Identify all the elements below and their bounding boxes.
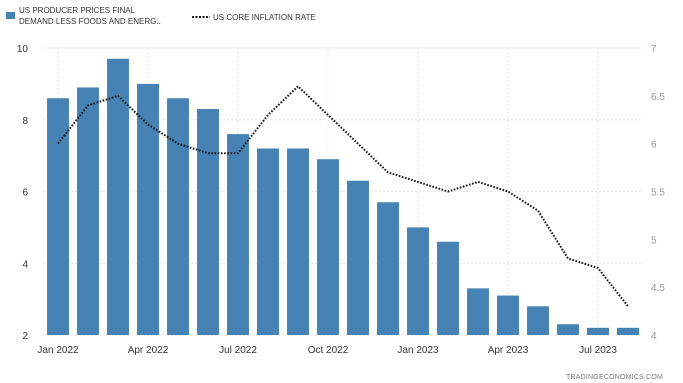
y-left-tick-label: 8 xyxy=(22,116,28,127)
y-left-tick-label: 2 xyxy=(22,331,28,342)
bar xyxy=(287,148,309,335)
x-axis: Jan 2022 Apr 2022 Jul 2022 Oct 2022 Jan 2023… xyxy=(37,345,617,356)
legend-line-label: US CORE INFLATION RATE xyxy=(213,13,316,22)
bar xyxy=(197,108,219,336)
y-right-tick-label: 5 xyxy=(651,235,657,246)
bar xyxy=(587,327,609,335)
y-left-axis: 2 4 6 8 10 xyxy=(17,44,29,342)
bar xyxy=(497,295,519,335)
bar-series xyxy=(47,58,639,336)
y-left-tick-label: 10 xyxy=(17,44,29,55)
y-right-tick-label: 6 xyxy=(651,140,657,151)
y-left-tick-label: 6 xyxy=(22,188,28,199)
legend-bar-label-line1: US PRODUCER PRICES FINAL xyxy=(19,6,136,15)
bar xyxy=(167,98,189,335)
bar xyxy=(257,148,279,335)
y-right-axis: 4 4.5 5 5.5 6 6.5 7 xyxy=(651,44,665,342)
y-right-tick-label: 4.5 xyxy=(651,283,665,294)
bar xyxy=(317,159,339,335)
x-tick-label: Jan 2022 xyxy=(37,345,79,356)
y-right-tick-label: 4 xyxy=(651,331,657,342)
grid xyxy=(43,47,643,336)
x-tick-label: Jul 2022 xyxy=(219,345,257,356)
source-label: TRADINGECONOMICS.COM xyxy=(566,374,663,381)
bar xyxy=(377,202,399,335)
legend: US PRODUCER PRICES FINAL DEMAND LESS FOO… xyxy=(6,6,316,26)
y-left-tick-label: 4 xyxy=(22,259,28,270)
bar xyxy=(77,87,99,336)
bar xyxy=(617,327,639,335)
bar xyxy=(557,324,579,335)
bar xyxy=(227,134,249,335)
legend-bar-label-line2: DEMAND LESS FOODS AND ENERG.. xyxy=(19,17,161,26)
bar xyxy=(137,83,159,336)
x-tick-label: Apr 2023 xyxy=(488,345,529,356)
y-right-tick-label: 5.5 xyxy=(651,188,665,199)
bar xyxy=(407,227,429,336)
bar xyxy=(107,58,129,335)
bar xyxy=(527,306,549,335)
bar xyxy=(47,98,69,335)
y-right-tick-label: 7 xyxy=(651,44,657,55)
y-right-tick-label: 6.5 xyxy=(651,92,665,103)
bar xyxy=(467,288,489,335)
x-tick-label: Jan 2023 xyxy=(397,345,439,356)
line-path xyxy=(57,85,629,307)
x-tick-label: Oct 2022 xyxy=(308,345,349,356)
bar xyxy=(437,241,459,335)
x-tick-label: Jul 2023 xyxy=(579,345,617,356)
x-tick-label: Apr 2022 xyxy=(128,345,169,356)
bar xyxy=(347,180,369,335)
legend-swatch-bar xyxy=(6,12,15,19)
line-series xyxy=(57,85,629,307)
